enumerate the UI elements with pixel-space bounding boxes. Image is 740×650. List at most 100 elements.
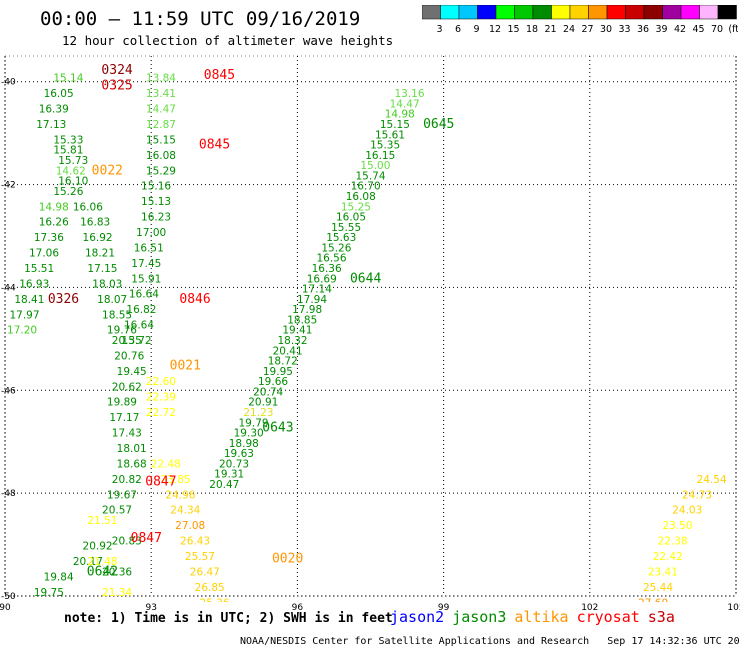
swh-value: 20.36 — [102, 566, 132, 578]
swh-value: 19.95 — [263, 366, 293, 378]
swh-value: 20.41 — [273, 345, 303, 357]
swh-value: 25.57 — [185, 551, 215, 563]
swh-value: 22.48 — [151, 458, 181, 470]
swh-value: 20.62 — [112, 381, 142, 393]
swh-value: 15.26 — [321, 242, 351, 254]
swh-value: 20.92 — [83, 541, 113, 553]
swh-value: 21.51 — [87, 515, 117, 527]
swh-value: 19.45 — [117, 366, 147, 378]
swh-value: 17.06 — [29, 248, 59, 260]
swh-value: 23.50 — [662, 520, 692, 532]
swh-value: 19.67 — [107, 489, 137, 501]
swh-value: 22.60 — [146, 376, 176, 388]
scale-label: 3 — [436, 24, 442, 35]
swh-value: 12.87 — [146, 119, 176, 131]
swh-value: 17.13 — [36, 119, 66, 131]
swh-value: 16.92 — [83, 232, 113, 244]
swh-value: 18.07 — [97, 294, 127, 306]
swh-value: 24.34 — [170, 505, 200, 517]
track-time-label: 0021 — [170, 359, 201, 374]
swh-value: 15.33 — [53, 134, 83, 146]
swh-value: 16.51 — [134, 242, 164, 254]
swh-value: 15.16 — [141, 181, 171, 193]
swh-value: 27.08 — [175, 520, 205, 532]
scale-label: 39 — [655, 24, 667, 35]
swh-value: 23.85 — [161, 474, 191, 486]
swh-value: 20.57 — [102, 505, 132, 517]
swh-value: 16.26 — [39, 217, 69, 229]
swh-value: 15.91 — [131, 273, 161, 285]
plot-frame — [4, 55, 737, 597]
swh-value: 20.17 — [73, 556, 103, 568]
scale-label: 70 — [711, 24, 723, 35]
swh-value: 17.81 — [29, 602, 59, 614]
scale-label: 15 — [507, 24, 519, 35]
y-tick-label: -46 — [1, 386, 16, 396]
chart-title: 00:00 – 11:59 UTC 09/16/2019 — [40, 8, 361, 30]
swh-value: 24.54 — [697, 474, 727, 486]
swh-value: 24.96 — [165, 489, 195, 501]
swh-value: 15.25 — [341, 201, 371, 213]
swh-value: 15.72 — [122, 335, 152, 347]
swh-value: 19.41 — [282, 325, 312, 337]
swh-value: 19.76 — [107, 325, 137, 337]
swh-value: 17.17 — [109, 412, 139, 424]
swh-value: 15.74 — [355, 170, 385, 182]
swh-value: 19.30 — [234, 428, 264, 440]
legend-entry-cryosat: cryosat — [576, 608, 640, 626]
swh-value: 18.01 — [117, 443, 147, 455]
swh-value: 16.10 — [58, 176, 88, 188]
swh-value: 15.14 — [53, 73, 83, 85]
scale-label: 42 — [674, 24, 686, 35]
swh-value: 15.51 — [24, 263, 54, 275]
swh-value: 16.64 — [124, 320, 154, 332]
swh-value: 17.36 — [34, 232, 64, 244]
swh-value: 16.36 — [312, 263, 342, 275]
swh-value: 18.85 — [287, 314, 317, 326]
y-tick-label: -50 — [1, 592, 16, 602]
swh-value: 18.03 — [92, 278, 122, 290]
track-time-label: 0845 — [204, 68, 235, 83]
swh-value: 15.81 — [53, 145, 83, 157]
scale-label: (ft) — [728, 24, 738, 35]
swh-value: 17.15 — [87, 263, 117, 275]
swh-value: 19.75 — [34, 587, 64, 599]
swh-value: 15.73 — [58, 155, 88, 167]
swh-value: 24.73 — [682, 489, 712, 501]
x-tick-label: 93 — [145, 603, 156, 613]
swh-value: 14.47 — [390, 98, 420, 110]
swh-value: 16.64 — [129, 289, 159, 301]
swh-value: 16.56 — [316, 253, 346, 265]
swh-value: 16.08 — [346, 191, 376, 203]
swh-value: 18.68 — [117, 458, 147, 470]
swh-value: 21.42 — [0, 644, 25, 650]
swh-value: 18.41 — [14, 294, 44, 306]
x-tick-label: 96 — [292, 603, 304, 613]
swh-value: 24.45 — [209, 628, 239, 640]
track-time-label: 0644 — [350, 271, 381, 286]
x-tick-label: 99 — [438, 603, 450, 613]
swh-value: 17.45 — [131, 258, 161, 270]
swh-value: 16.08 — [146, 150, 176, 162]
swh-value: 14.47 — [146, 104, 176, 116]
swh-value: 16.23 — [141, 212, 171, 224]
swh-value: 17.00 — [136, 227, 166, 239]
scale-label: 27 — [581, 24, 593, 35]
swh-value: 16.39 — [39, 104, 69, 116]
swh-value: 21.48 — [87, 556, 117, 568]
x-tick-label: 105 — [727, 603, 740, 613]
chart-subtitle: 12 hour collection of altimeter wave hei… — [62, 33, 394, 48]
swh-value: 13.41 — [146, 88, 176, 100]
scale-label: 45 — [692, 24, 704, 35]
track-time-label: 0020 — [272, 552, 303, 567]
swh-value: 13.16 — [394, 88, 424, 100]
swh-value: 19.27 — [19, 618, 49, 630]
scale-label: 24 — [563, 24, 575, 35]
swh-value: 18.55 — [102, 309, 132, 321]
swh-value: 19.63 — [224, 448, 254, 460]
legend-entry-s3a: s3a — [647, 608, 675, 626]
track-time-label: 0022 — [92, 163, 123, 178]
swh-value: 16.05 — [44, 88, 74, 100]
swh-value: 18.32 — [277, 335, 307, 347]
swh-value: 15.26 — [53, 186, 83, 198]
